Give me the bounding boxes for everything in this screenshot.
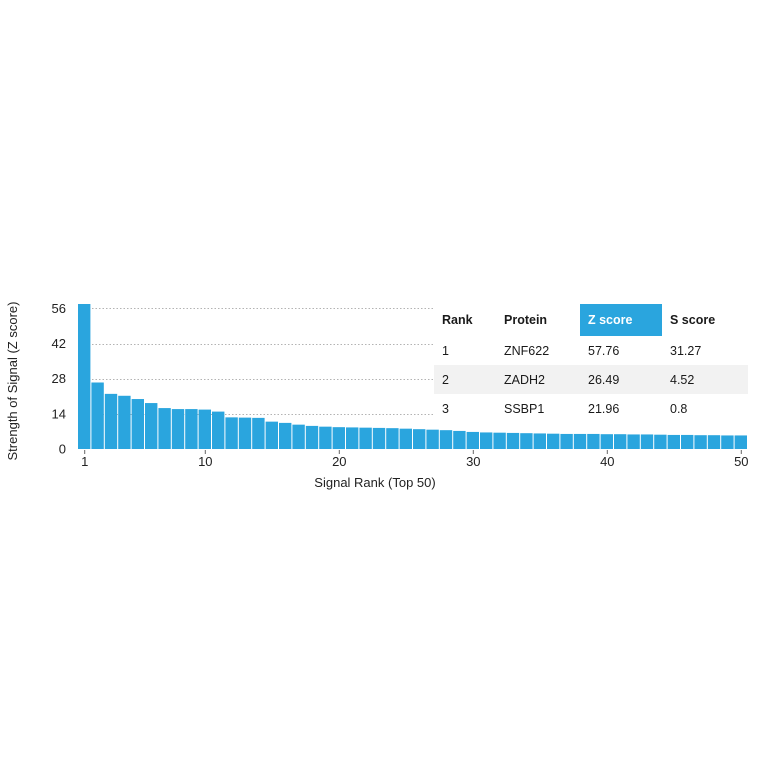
cell-protein: ZNF622 [496, 336, 580, 365]
bar-rank-38 [573, 433, 587, 449]
x-tick-label: 10 [198, 454, 212, 469]
bar-rank-6 [145, 403, 158, 449]
header-rank: Rank [434, 304, 496, 336]
bar-rank-17 [292, 424, 305, 449]
cell-z-score: 26.49 [580, 365, 662, 394]
table-header-row: Rank Protein Z score S score [434, 304, 748, 336]
bar-rank-3 [104, 393, 118, 449]
bar-rank-36 [547, 433, 560, 449]
bar-rank-10 [198, 409, 211, 449]
bar-rank-41 [614, 434, 627, 449]
bar-rank-8 [171, 409, 185, 449]
y-tick-label: 14 [52, 406, 66, 421]
cell-rank: 1 [434, 336, 496, 365]
cell-protein: SSBP1 [496, 394, 580, 423]
bar-rank-26 [413, 429, 426, 449]
bar-rank-48 [707, 435, 721, 449]
y-tick-label: 56 [52, 301, 66, 316]
bar-rank-24 [386, 428, 399, 449]
bar-rank-29 [453, 430, 466, 449]
bar-rank-25 [399, 428, 412, 449]
top-signals-table: Rank Protein Z score S score 1 ZNF622 57… [434, 304, 748, 423]
y-tick-label: 42 [52, 336, 66, 351]
bar-rank-5 [131, 399, 144, 449]
cell-z-score: 57.76 [580, 336, 662, 365]
bar-rank-12 [225, 417, 238, 449]
bar-rank-43 [640, 434, 654, 449]
cell-rank: 2 [434, 365, 496, 394]
bar-rank-4 [118, 395, 131, 449]
cell-s-score: 31.27 [662, 336, 748, 365]
bar-rank-14 [252, 417, 265, 449]
y-axis: 0 14 28 42 56 [52, 301, 66, 457]
bar-rank-11 [212, 411, 225, 449]
x-tick-label: 40 [600, 454, 614, 469]
bar-rank-49 [721, 435, 734, 449]
bar-rank-19 [319, 426, 332, 449]
header-z-score: Z score [580, 304, 662, 336]
bar-rank-35 [533, 433, 546, 449]
cell-protein: ZADH2 [496, 365, 580, 394]
cell-rank: 3 [434, 394, 496, 423]
bar-rank-37 [560, 433, 573, 449]
bar-rank-16 [279, 422, 292, 449]
header-s-score: S score [662, 304, 748, 336]
bar-rank-15 [265, 421, 278, 449]
bar-rank-21 [346, 427, 359, 449]
bar-rank-34 [520, 433, 533, 449]
bar-rank-30 [466, 431, 479, 449]
bar-rank-31 [480, 432, 493, 449]
bar-rank-27 [426, 429, 439, 449]
bar-rank-13 [238, 417, 252, 449]
bar-rank-2 [91, 382, 104, 449]
x-axis: 1 10 20 30 40 50 [81, 450, 749, 469]
bar-rank-7 [158, 408, 171, 449]
cell-z-score: 21.96 [580, 394, 662, 423]
x-axis-title: Signal Rank (Top 50) [314, 475, 435, 490]
bar-rank-40 [600, 434, 613, 449]
bar-rank-18 [305, 425, 319, 449]
bar-rank-28 [439, 430, 453, 449]
bar-rank-32 [493, 432, 506, 449]
table-row: 1 ZNF622 57.76 31.27 [434, 336, 748, 365]
y-axis-title: Strength of Signal (Z score) [5, 302, 20, 461]
x-tick-label: 20 [332, 454, 346, 469]
bar-rank-44 [654, 434, 667, 449]
x-tick-label: 1 [81, 454, 88, 469]
bar-rank-33 [506, 432, 520, 449]
bar-rank-42 [627, 434, 640, 449]
bar-rank-1 [78, 304, 91, 449]
bar-rank-22 [359, 427, 372, 449]
cell-s-score: 0.8 [662, 394, 748, 423]
x-tick-label: 50 [734, 454, 748, 469]
header-protein: Protein [496, 304, 580, 336]
bar-rank-20 [332, 427, 345, 449]
table-row: 3 SSBP1 21.96 0.8 [434, 394, 748, 423]
bar-rank-9 [185, 409, 198, 449]
table-row: 2 ZADH2 26.49 4.52 [434, 365, 748, 394]
bar-rank-23 [372, 427, 386, 449]
cell-s-score: 4.52 [662, 365, 748, 394]
bar-rank-47 [694, 435, 707, 449]
bar-rank-46 [681, 434, 694, 449]
bar-series [78, 304, 747, 449]
x-tick-label: 30 [466, 454, 480, 469]
y-tick-label: 28 [52, 371, 66, 386]
bar-rank-39 [587, 433, 600, 449]
bar-rank-50 [734, 435, 747, 449]
bar-rank-45 [667, 434, 680, 449]
y-tick-label: 0 [59, 442, 66, 457]
